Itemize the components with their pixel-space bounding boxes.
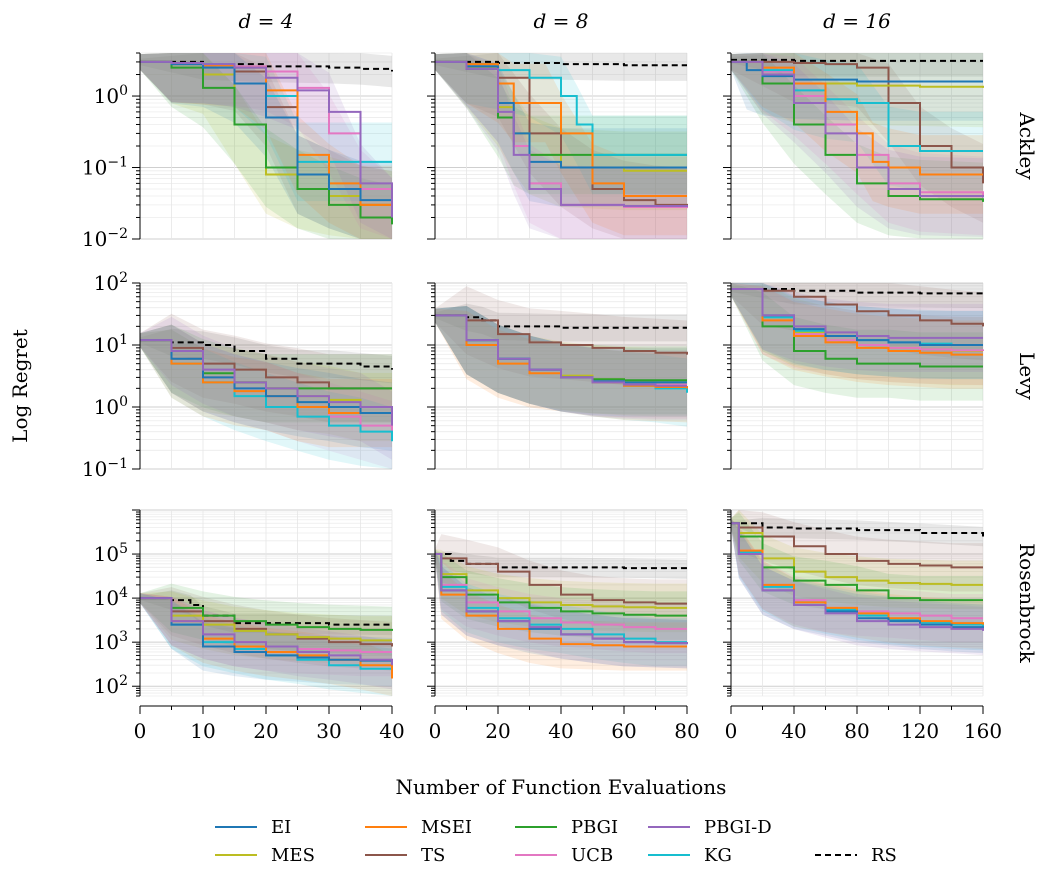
y-tick-label: 10−1 [82, 155, 128, 180]
x-tick-label: 10 [190, 719, 215, 743]
legend: EI MSEI PBGI PBGI-D MES TS UCB KG RS [215, 817, 897, 866]
x-tick-label: 120 [901, 719, 939, 743]
legend-label: RS [871, 845, 897, 866]
y-tick-label: 102 [94, 270, 128, 295]
legend-label: MSEI [421, 817, 472, 838]
panels-layer: d = 4d = 8d = 16AckleyLevyRosenbrock1001… [82, 9, 1039, 743]
legend-label: PBGI [571, 817, 618, 838]
column-title: d = 16 [823, 9, 891, 33]
panel [427, 283, 687, 469]
x-tick-label: 160 [964, 719, 1002, 743]
panel [723, 53, 983, 239]
x-tick-label: 40 [548, 719, 573, 743]
y-tick-label: 100 [94, 83, 128, 108]
panel [723, 283, 983, 469]
x-tick-label: 0 [429, 719, 442, 743]
y-tick-label: 102 [94, 673, 128, 698]
x-tick-label: 20 [253, 719, 278, 743]
y-tick-label: 10−2 [82, 226, 128, 251]
x-axis-label: Number of Function Evaluations [396, 775, 727, 799]
panel: 102 101 100 10−1 [82, 270, 392, 481]
panel [427, 53, 687, 239]
row-label: Rosenbrock [1015, 543, 1039, 664]
panel: 100 10−1 10−2 [82, 53, 392, 251]
legend-label: KG [704, 845, 732, 866]
x-tick-label: 60 [611, 719, 636, 743]
y-tick-label: 10−1 [82, 456, 128, 481]
panel: 0 20 40 60 80 [427, 510, 700, 743]
y-tick-label: 104 [94, 585, 128, 610]
row-label: Levy [1015, 352, 1039, 400]
x-tick-label: 80 [844, 719, 869, 743]
x-tick-label: 40 [379, 719, 404, 743]
y-tick-label: 103 [94, 629, 128, 654]
legend-label: MES [271, 845, 315, 866]
column-title: d = 4 [239, 9, 294, 33]
row-label: Ackley [1015, 111, 1039, 180]
x-tick-label: 30 [316, 719, 341, 743]
x-tick-label: 0 [134, 719, 147, 743]
legend-label: UCB [571, 845, 613, 866]
y-tick-label: 100 [94, 394, 128, 419]
x-tick-label: 0 [725, 719, 738, 743]
panel: 105104103102010203040 [94, 510, 405, 743]
x-tick-label: 80 [674, 719, 699, 743]
y-axis-label: Log Regret [8, 329, 32, 443]
legend-label: PBGI-D [704, 817, 772, 838]
y-tick-label: 105 [94, 541, 128, 566]
x-tick-label: 20 [485, 719, 510, 743]
x-tick-label: 40 [781, 719, 806, 743]
column-title: d = 8 [534, 9, 589, 33]
legend-label: TS [421, 845, 445, 866]
panel: 0 40 80 120 160 [723, 510, 1002, 743]
legend-label: EI [271, 817, 291, 838]
y-tick-label: 101 [94, 332, 128, 357]
